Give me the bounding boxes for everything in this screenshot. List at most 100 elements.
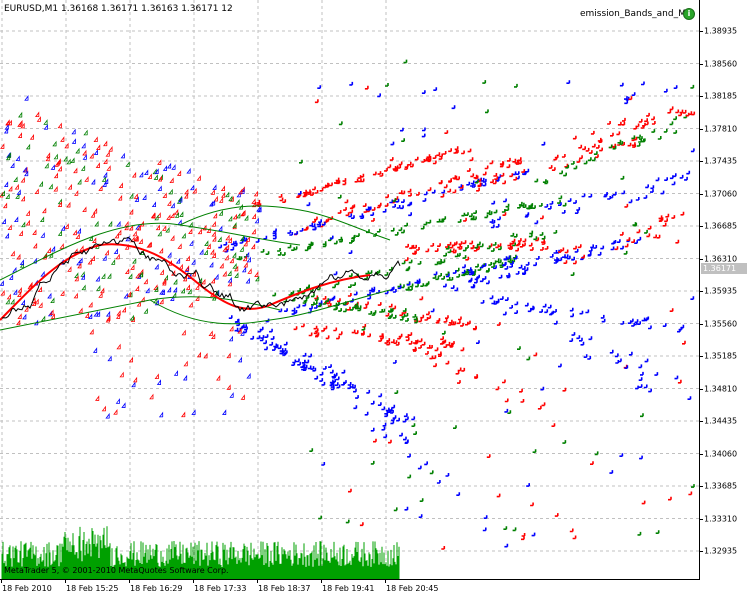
emission-mark: [627, 142, 632, 147]
emission-mark: [17, 313, 22, 319]
indicator-name-label[interactable]: emission_Bands_and_MA: [579, 9, 692, 19]
emission-mark: [644, 317, 648, 322]
emission-mark: [591, 157, 596, 162]
emission-mark: [620, 175, 625, 180]
emission-mark: [448, 148, 452, 153]
emission-mark: [525, 261, 530, 266]
emission-mark: [466, 168, 471, 172]
emission-mark: [408, 212, 412, 217]
emission-mark: [569, 307, 574, 312]
emission-mark: [145, 287, 150, 294]
info-icon[interactable]: i: [683, 8, 695, 20]
emission-mark: [287, 230, 292, 234]
emission-mark: [335, 180, 340, 184]
emission-mark: [4, 124, 9, 130]
emission-mark: [154, 373, 159, 380]
emission-mark: [117, 194, 123, 201]
price-tick-label: 1.35185: [704, 351, 738, 361]
emission-mark: [327, 303, 332, 307]
emission-mark: [405, 318, 409, 322]
emission-mark: [297, 361, 301, 366]
emission-mark: [349, 81, 354, 86]
emission-mark: [569, 528, 574, 533]
emission-mark: [18, 111, 23, 118]
emission-mark: [653, 234, 657, 239]
emission-mark: [333, 306, 338, 311]
emission-mark: [108, 146, 113, 152]
emission-mark: [382, 208, 387, 213]
emission-mark: [52, 140, 57, 147]
emission-mark: [95, 275, 100, 282]
emission-mark: [159, 269, 164, 275]
emission-mark: [333, 271, 338, 276]
chart-canvas[interactable]: [0, 0, 700, 580]
emission-mark: [354, 178, 359, 183]
emission-mark: [219, 262, 224, 269]
emission-mark: [371, 286, 376, 291]
emission-mark: [521, 266, 526, 270]
emission-mark: [453, 150, 458, 154]
emission-mark: [635, 197, 640, 201]
emission-mark: [168, 188, 173, 195]
emission-mark: [175, 257, 181, 264]
emission-mark: [232, 252, 237, 258]
emission-mark: [486, 245, 491, 250]
emission-mark: [515, 242, 520, 247]
emission-mark: [610, 132, 614, 137]
emission-mark: [549, 201, 554, 205]
chart-plot-area[interactable]: [0, 0, 700, 580]
emission-mark: [291, 307, 296, 312]
emission-mark: [402, 308, 407, 312]
emission-mark: [186, 167, 191, 174]
emission-mark: [176, 170, 182, 176]
emission-mark: [628, 351, 633, 356]
emission-mark: [183, 360, 188, 367]
emission-mark: [483, 515, 488, 519]
emission-mark: [471, 184, 476, 188]
emission-mark: [355, 305, 359, 310]
emission-mark: [255, 239, 260, 243]
emission-mark: [496, 493, 501, 498]
emission-mark: [392, 314, 397, 319]
emission-mark: [5, 298, 10, 305]
emission-mark: [616, 239, 621, 243]
emission-mark: [413, 316, 418, 321]
emission-mark: [443, 344, 448, 348]
emission-mark: [440, 193, 445, 198]
emission-mark: [507, 258, 512, 263]
emission-mark: [506, 274, 511, 279]
emission-mark: [196, 351, 202, 358]
emission-mark: [95, 162, 100, 168]
emission-mark: [521, 536, 525, 541]
emission-mark: [399, 432, 403, 437]
emission-mark: [691, 111, 696, 116]
emission-mark: [675, 109, 680, 114]
emission-mark: [397, 165, 402, 169]
emission-mark: [377, 402, 382, 406]
emission-mark: [394, 390, 399, 394]
emission-mark: [420, 225, 425, 230]
emission-mark: [512, 254, 517, 259]
emission-mark: [648, 325, 652, 330]
emission-mark: [398, 161, 403, 166]
emission-mark: [167, 200, 172, 206]
emission-mark: [609, 470, 614, 474]
emission-mark: [476, 274, 480, 279]
emission-mark: [35, 111, 40, 118]
emission-mark: [579, 310, 584, 315]
emission-mark: [132, 230, 137, 237]
emission-mark: [503, 526, 508, 530]
emission-mark: [34, 188, 39, 195]
emission-mark: [341, 369, 346, 374]
emission-mark: [17, 121, 22, 127]
emission-mark: [0, 280, 4, 286]
emission-mark: [468, 278, 472, 283]
emission-mark: [139, 268, 144, 275]
emission-mark: [314, 99, 319, 104]
emission-mark: [562, 202, 567, 207]
emission-mark: [134, 235, 139, 242]
emission-mark: [191, 259, 196, 265]
emission-mark: [260, 335, 265, 339]
emission-mark: [290, 290, 295, 295]
